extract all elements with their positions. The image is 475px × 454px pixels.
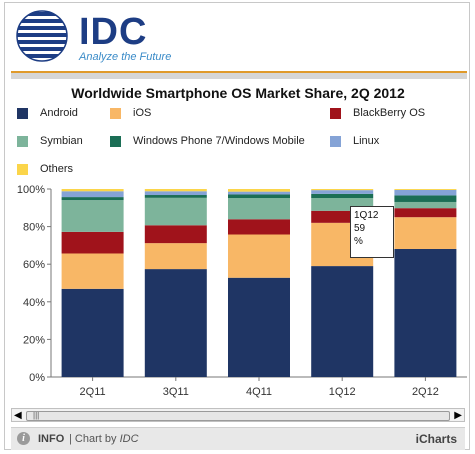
bar-segment[interactable] [394, 195, 457, 202]
stacked-bar-chart: 0% 20% 40% 60% 80% 100% 2Q11 3Q11 4Q11 1Q12 2Q12 [17, 184, 467, 398]
legend-swatch [17, 135, 28, 147]
chart-frame: IDC Analyze the Future Worldwide Smartph… [4, 2, 470, 450]
chart-footer: i INFO | Chart by IDC iCharts [11, 427, 465, 450]
bar-segment[interactable] [394, 189, 457, 196]
bar-segment[interactable] [144, 243, 207, 270]
bar-segment[interactable] [61, 191, 124, 198]
bar-segment[interactable] [228, 234, 290, 278]
info-link[interactable]: INFO [38, 433, 65, 445]
tooltip-value: 59 [354, 223, 366, 234]
legend-label: Windows Phone 7/Windows Mobile [133, 135, 305, 147]
legend-item[interactable]: Windows Phone 7/Windows Mobile [110, 135, 305, 147]
scroll-right-icon[interactable]: ▶ [454, 410, 462, 421]
bar-segment[interactable] [311, 266, 374, 377]
x-tick-label: 2Q11 [80, 386, 106, 398]
scroll-grip-icon: ||| [33, 411, 40, 420]
legend-swatch [110, 135, 121, 147]
x-tick-label: 1Q12 [329, 386, 356, 398]
chart-by-credit: | Chart by IDC [69, 433, 139, 445]
legend-item[interactable]: Others [17, 163, 73, 175]
y-tick-label: 80% [23, 222, 45, 234]
chart-scrollbar[interactable]: ◀ ||| ▶ [11, 408, 465, 422]
bar-segment[interactable] [394, 208, 457, 218]
legend-item[interactable]: Linux [330, 135, 379, 147]
bar-segment[interactable] [144, 195, 207, 198]
scroll-left-icon[interactable]: ◀ [14, 410, 22, 421]
bar-segment[interactable] [61, 189, 124, 192]
bar-segment[interactable] [228, 191, 290, 195]
globe-logo-icon [16, 10, 68, 62]
bar-segment[interactable] [144, 191, 207, 196]
bar-segment[interactable] [394, 248, 457, 377]
header-divider [11, 71, 467, 79]
legend-item[interactable]: iOS [110, 107, 151, 119]
legend-label: Android [40, 107, 78, 119]
bar-segment[interactable] [311, 193, 374, 199]
bar-segment[interactable] [144, 269, 207, 377]
y-tick-label: 20% [23, 334, 45, 346]
bar-segment[interactable] [61, 288, 124, 377]
chart-by-brand: IDC [119, 433, 139, 445]
legend-label: Symbian [40, 135, 83, 147]
legend-item[interactable]: Android [17, 107, 78, 119]
y-tick-label: 0% [29, 372, 45, 384]
chart-by-label: | Chart by [69, 433, 117, 445]
bar-segment[interactable] [228, 194, 290, 199]
legend-label: BlackBerry OS [353, 107, 426, 119]
legend-swatch [17, 163, 28, 175]
y-tick-label: 40% [23, 297, 45, 309]
legend-swatch [330, 135, 341, 147]
bar-segment[interactable] [144, 225, 207, 244]
tooltip-unit: % [354, 236, 363, 247]
legend-label: Others [40, 163, 74, 175]
data-tooltip: 1Q12 59 % [350, 206, 394, 258]
legend-item[interactable]: BlackBerry OS [330, 107, 425, 119]
bar-segment[interactable] [311, 190, 374, 194]
x-tick-label: 3Q11 [163, 386, 189, 398]
legend-item[interactable]: Symbian [17, 135, 83, 147]
tooltip-category: 1Q12 [354, 210, 379, 221]
bar-segment[interactable] [61, 231, 124, 254]
legend-swatch [17, 107, 28, 119]
y-tick-label: 100% [17, 184, 45, 196]
bar-segment[interactable] [61, 197, 124, 201]
legend-swatch [330, 107, 341, 119]
bar-segment[interactable] [144, 197, 207, 226]
legend-label: Linux [353, 135, 380, 147]
chart-title: Worldwide Smartphone OS Market Share, 2Q… [71, 85, 405, 101]
bar-segment[interactable] [394, 189, 457, 190]
bar-segment[interactable] [394, 201, 457, 209]
bar-segment[interactable] [61, 200, 124, 232]
legend-label: iOS [133, 107, 152, 119]
brand-name: IDC [79, 11, 148, 53]
y-tick-label: 60% [23, 259, 45, 271]
brand-tagline: Analyze the Future [79, 51, 172, 63]
bar-segment[interactable] [228, 198, 290, 220]
x-tick-label: 4Q11 [246, 386, 272, 398]
legend-swatch [110, 107, 121, 119]
bar-segment[interactable] [228, 189, 290, 192]
x-tick-label: 2Q12 [412, 386, 439, 398]
scroll-thumb[interactable]: ||| [26, 411, 450, 421]
bar-segment[interactable] [228, 219, 290, 235]
info-icon[interactable]: i [17, 432, 30, 445]
idc-logo: IDC Analyze the Future [15, 9, 195, 67]
bar-segment[interactable] [61, 253, 124, 289]
bar-segment[interactable] [311, 189, 374, 191]
bar-segment[interactable] [144, 189, 207, 192]
bar-segment[interactable] [394, 217, 457, 249]
bar-segment[interactable] [228, 277, 290, 377]
icharts-link[interactable]: iCharts [415, 432, 457, 446]
